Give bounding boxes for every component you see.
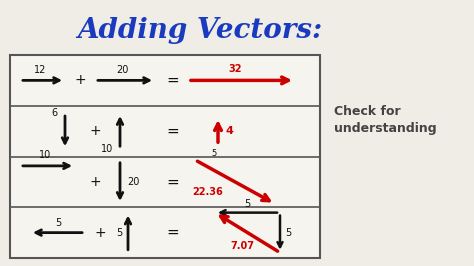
- Text: 20: 20: [127, 177, 139, 187]
- Text: 5: 5: [245, 199, 251, 209]
- Text: 5: 5: [116, 228, 122, 238]
- Text: +: +: [89, 124, 101, 138]
- Text: 32: 32: [228, 64, 242, 74]
- Text: =: =: [167, 174, 179, 189]
- Text: +: +: [94, 226, 106, 240]
- Text: 6: 6: [52, 108, 58, 118]
- Text: 5: 5: [285, 228, 291, 238]
- Text: 10: 10: [101, 144, 113, 154]
- Text: Adding Vectors:: Adding Vectors:: [77, 16, 323, 44]
- Text: 5: 5: [55, 218, 61, 228]
- Bar: [10, 55, 320, 258]
- Text: 20: 20: [116, 65, 128, 75]
- Text: +: +: [89, 175, 101, 189]
- Text: 4: 4: [226, 126, 234, 136]
- Text: +: +: [74, 73, 86, 87]
- Text: 7.07: 7.07: [230, 241, 255, 251]
- Text: Check for
understanding: Check for understanding: [334, 105, 436, 135]
- Text: 22.36: 22.36: [192, 187, 223, 197]
- Text: =: =: [167, 225, 179, 240]
- Text: 5: 5: [211, 149, 217, 158]
- Text: =: =: [167, 73, 179, 88]
- Text: 12: 12: [34, 65, 46, 75]
- Text: =: =: [167, 124, 179, 139]
- Text: 10: 10: [39, 150, 51, 160]
